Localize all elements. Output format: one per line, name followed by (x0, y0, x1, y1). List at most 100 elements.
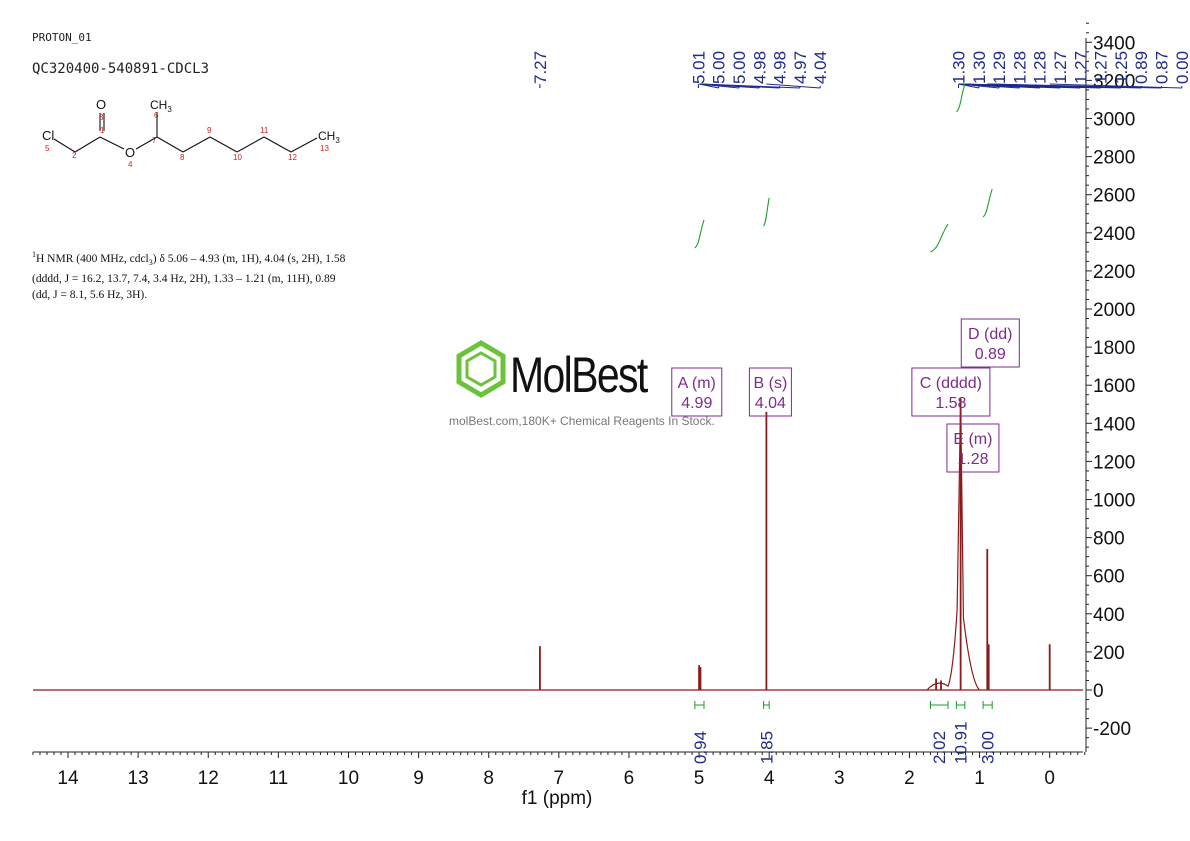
ester-oxygen-label: O (125, 145, 135, 160)
peak-label: 1.25 (1112, 51, 1131, 84)
atom-number: 3 (99, 113, 104, 122)
y-tick-label: 800 (1093, 529, 1125, 550)
y-tick-label: 3000 (1093, 110, 1135, 131)
integral-curve (763, 197, 770, 227)
brand-name: MolBest (510, 347, 648, 403)
x-axis-title: f1 (ppm) (522, 788, 593, 809)
peak-label: 4.04 (811, 51, 830, 84)
multiplet-box (946, 423, 1000, 473)
multiplet-shift: 1.28 (957, 451, 988, 468)
peak-label: 1.29 (990, 51, 1009, 84)
peak-label-connector (1049, 83, 1182, 89)
methyl-label: CH3 (150, 98, 172, 114)
y-tick-label: 200 (1093, 643, 1125, 664)
peak-label: 1.28 (1010, 51, 1029, 84)
y-tick-label: 1000 (1093, 491, 1135, 512)
chlorine-label: Cl (42, 128, 54, 143)
summary-line-2: (dddd, J = 16.2, 13.7, 7.4, 3.4 Hz, 2H),… (32, 273, 336, 286)
y-tick-label: 2800 (1093, 148, 1135, 169)
x-tick-label: 3 (834, 768, 845, 789)
multiplet-shift: 0.89 (975, 346, 1006, 363)
atom-number: 1 (100, 126, 105, 135)
peak-label-connector (701, 83, 800, 89)
multiplet-shift: 4.99 (681, 395, 712, 412)
integral-value: 10.91 (952, 721, 971, 764)
peak-label: 0.87 (1153, 51, 1172, 84)
experiment-name: PROTON_01 (32, 31, 92, 44)
y-tick-label: 2600 (1093, 186, 1135, 207)
x-tick-label: 12 (198, 768, 219, 789)
x-tick-label: 14 (57, 768, 79, 789)
peak-label-connector (988, 83, 1162, 89)
y-tick-label: 2000 (1093, 300, 1135, 321)
peak-label-connector (766, 83, 821, 89)
multiplet-name: E (m) (953, 431, 992, 448)
peak-label-connector (962, 83, 1121, 89)
peak-label: 5.00 (730, 51, 749, 84)
integral-value: 0.94 (691, 731, 710, 764)
peak-label: 0.89 (1132, 51, 1151, 84)
nmr-summary: 1H NMR (400 MHz, cdcl3) δ 5.06 – 4.93 (m… (32, 247, 422, 303)
x-tick-label: 1 (974, 768, 985, 789)
multiplet-name: C (dddd) (920, 375, 982, 392)
x-tick-label: 11 (268, 768, 288, 789)
benzene-logo-icon (456, 340, 506, 398)
atom-number: 4 (128, 160, 133, 169)
multiplet-box (748, 367, 792, 417)
atom-number: 8 (180, 153, 185, 162)
x-tick-label: 2 (904, 768, 915, 789)
multiplet-box (671, 367, 723, 417)
peak-label: 1.30 (950, 51, 969, 84)
x-tick-label: 9 (413, 768, 424, 789)
y-tick-label: 0 (1093, 681, 1104, 702)
brand-tagline: molBest.com,180K+ Chemical Reagents In S… (449, 414, 715, 428)
summary-line-1: 1H NMR (400 MHz, cdcl3) δ 5.06 – 4.93 (m… (32, 250, 346, 268)
atom-number: 5 (45, 144, 50, 153)
multiplet-name: B (s) (754, 375, 788, 392)
y-tick-label: 3400 (1093, 33, 1135, 54)
peak-label: 0.00 (1173, 51, 1190, 84)
atom-number: 10 (233, 153, 242, 162)
multiplet-shift: 1.58 (935, 395, 966, 412)
summary-line-3: (dd, J = 8.1, 5.6 Hz, 3H). (32, 289, 148, 302)
y-tick-label: 2200 (1093, 262, 1135, 283)
x-tick-label: 0 (1044, 768, 1055, 789)
peak-label: 5.01 (689, 51, 708, 84)
atom-number: 13 (320, 144, 329, 153)
integral-curve (930, 223, 949, 253)
peak-label: 1.27 (1051, 51, 1070, 84)
multiplet-shift: 4.04 (755, 395, 786, 412)
multiplet-name: A (m) (678, 375, 716, 392)
integral-value: 2.02 (930, 731, 949, 764)
y-tick-label: 1600 (1093, 376, 1135, 397)
y-tick-label: -200 (1093, 719, 1131, 740)
x-tick-label: 8 (483, 768, 494, 789)
x-tick-label: 10 (338, 768, 359, 789)
sample-id: QC320400-540891-CDCL3 (32, 61, 210, 77)
peak-label: 1.27 (1071, 51, 1090, 84)
x-tick-label: 5 (694, 768, 705, 789)
atom-number: 9 (207, 126, 212, 135)
peak-label: 1.30 (970, 51, 989, 84)
spectrum-multiplet-shape (926, 398, 981, 691)
x-tick-label: 13 (128, 768, 149, 789)
integral-curve (694, 219, 705, 249)
peak-label: 4.98 (750, 51, 769, 84)
x-tick-label: 6 (624, 768, 635, 789)
multiplet-box (960, 318, 1020, 368)
peak-label: 4.98 (771, 51, 790, 84)
peak-label: 1.27 (1092, 51, 1111, 84)
peak-label: 1.28 (1031, 51, 1050, 84)
y-tick-label: 1200 (1093, 452, 1135, 473)
atom-number: 2 (72, 151, 77, 160)
y-tick-label: 400 (1093, 605, 1125, 626)
atom-number: 6 (154, 111, 159, 120)
peak-label: 5.00 (710, 51, 729, 84)
molecule-structure: O 3 1 Cl 5 2 O 4 7 CH3 6 8 9 10 11 12 CH… (42, 97, 340, 169)
multiplet-name: D (dd) (968, 326, 1012, 343)
integral-value: 1.85 (757, 731, 776, 764)
integral-value: 3.00 (978, 731, 997, 764)
integral-curve (982, 188, 993, 218)
x-tick-label: 4 (764, 768, 775, 789)
